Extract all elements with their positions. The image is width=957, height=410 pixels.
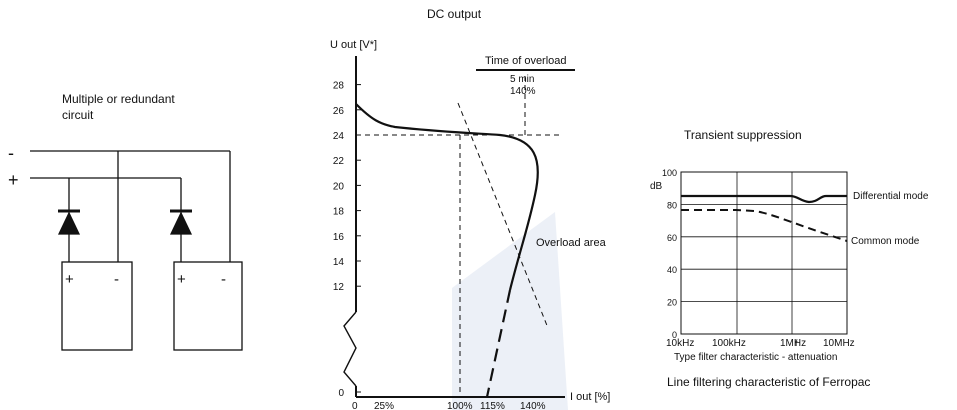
- dc-x-tick-115: 115%: [480, 401, 505, 410]
- legend-time: 5 min: [510, 74, 534, 85]
- transient-y-tick: 40: [667, 265, 677, 275]
- transient-plot-frame: [680, 171, 848, 335]
- dc-x-axis-label: I out [%]: [570, 391, 610, 403]
- legend-common-mode: Common mode: [851, 236, 920, 247]
- dc-y-tick-label: 18: [333, 207, 345, 218]
- diode-2-icon: [169, 211, 193, 235]
- transient-x-tick: 10kHz: [666, 338, 694, 349]
- dc-y-tick-label: 20: [333, 181, 345, 192]
- dc-x-ticks: 0 25% 100% 115% 140%: [352, 401, 546, 410]
- dc-x-tick-140: 140%: [520, 401, 546, 410]
- unit2-plus-label: +: [177, 271, 186, 288]
- transient-y-tick: 20: [667, 298, 677, 308]
- legend-percent: 140%: [510, 86, 536, 97]
- dc-x-tick-25: 25%: [374, 401, 394, 410]
- transient-y-label: dB: [650, 181, 663, 192]
- f-axis-label: f: [795, 338, 798, 348]
- plus-rail-label: +: [8, 170, 19, 190]
- transient-suppression-chart: Transient suppression dB 100 80 60 40 20 0 10…: [650, 128, 929, 389]
- circuit-title-line2: circuit: [62, 108, 94, 122]
- circuit-title-line1: Multiple or redundant: [62, 92, 175, 106]
- series-line-common-mode: [681, 209, 848, 242]
- overload-area-label: Overload area: [536, 237, 607, 249]
- dc-y-tick-label: 16: [333, 232, 345, 243]
- dc-y-tick-label: 0: [338, 388, 344, 399]
- transient-title: Transient suppression: [684, 128, 802, 142]
- transient-footer: Line filtering characteristic of Ferropa…: [667, 375, 870, 389]
- minus-rail-label: -: [8, 143, 14, 163]
- dc-y-tick-label: 22: [333, 156, 345, 167]
- transient-caption: Type filter characteristic - attenuation: [674, 352, 837, 363]
- dc-y-axis-label: U out [V*]: [330, 39, 377, 51]
- output-curve-dashed-tail: [485, 289, 512, 398]
- transient-x-ticks: 10kHz 100kHz 1MHz 10MHz: [666, 338, 855, 349]
- dc-y-tick-label: 12: [333, 282, 345, 293]
- dc-output-title: DC output: [427, 7, 482, 21]
- dc-y-tick-label: 24: [333, 131, 345, 142]
- power-unit-2: [173, 261, 243, 351]
- dc-y-ticks: 28 26 24 22 20 18 16 14 12 0: [333, 81, 361, 399]
- dc-output-chart: DC output U out [V*] I out [%] 282624222…: [330, 7, 610, 410]
- legend-title: Time of overload: [485, 55, 567, 67]
- diode-1-icon: [57, 211, 81, 235]
- transient-y-tick: 0: [672, 330, 677, 340]
- unit2-minus-label: -: [221, 271, 226, 288]
- transient-y-tick: 100: [662, 168, 677, 178]
- transient-x-tick: 1MHz: [780, 338, 806, 349]
- output-characteristic-curve: [355, 103, 539, 291]
- overload-limit-line: [457, 102, 549, 329]
- legend-differential-mode: Differential mode: [853, 191, 929, 202]
- transient-x-tick: 100kHz: [712, 338, 746, 349]
- unit1-plus-label: +: [65, 271, 74, 288]
- dc-x-tick-0: 0: [352, 401, 358, 410]
- unit1-minus-label: -: [114, 271, 119, 288]
- dc-y-tick-label: 14: [333, 257, 345, 268]
- dc-y-tick-label: 28: [333, 81, 345, 92]
- transient-x-tick: 10MHz: [823, 338, 855, 349]
- axis-break-icon: [343, 311, 357, 387]
- transient-y-tick: 80: [667, 200, 677, 210]
- series-line-differential-mode: [681, 194, 847, 204]
- watermark-shape: [452, 212, 568, 410]
- transient-grid: [680, 171, 848, 335]
- dc-x-tick-100: 100%: [447, 401, 473, 410]
- power-unit-1: [61, 261, 133, 351]
- transient-y-ticks: 100 80 60 40 20 0: [662, 168, 677, 340]
- dc-y-tick-label: 26: [333, 106, 345, 117]
- transient-y-tick: 60: [667, 233, 677, 243]
- redundant-circuit-diagram: Multiple or redundant circuit - + + - + …: [8, 92, 243, 351]
